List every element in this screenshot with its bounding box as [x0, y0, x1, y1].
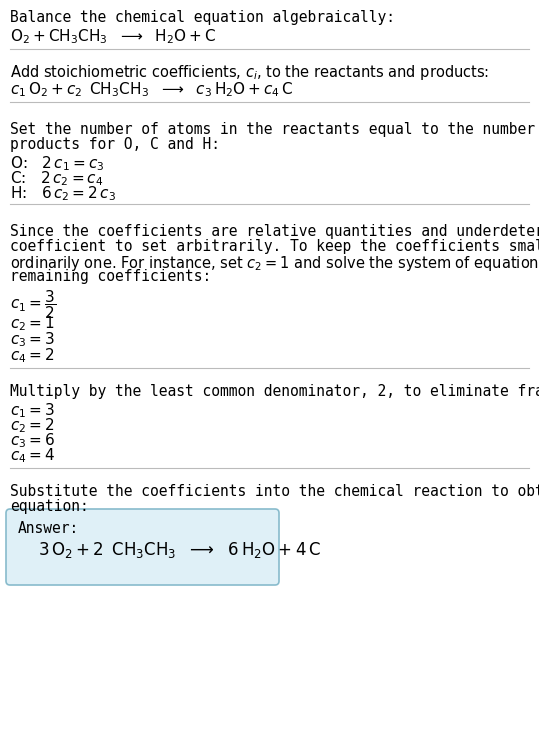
Text: $c_2 = 1$: $c_2 = 1$	[10, 314, 54, 332]
Text: Answer:: Answer:	[18, 521, 79, 536]
Text: $c_4 = 2$: $c_4 = 2$	[10, 346, 54, 365]
Text: $c_1\,\mathrm{O_2} + c_2\,\mathrm{\ CH_3CH_3} \ \ \longrightarrow \ \ c_3\,\math: $c_1\,\mathrm{O_2} + c_2\,\mathrm{\ CH_3…	[10, 80, 294, 99]
Text: $c_1 = 3$: $c_1 = 3$	[10, 401, 55, 420]
Text: Add stoichiometric coefficients, $c_i$, to the reactants and products:: Add stoichiometric coefficients, $c_i$, …	[10, 63, 489, 82]
Text: $c_4 = 4$: $c_4 = 4$	[10, 446, 55, 465]
Text: Balance the chemical equation algebraically:: Balance the chemical equation algebraica…	[10, 10, 395, 25]
Text: $\mathrm{O_2 + CH_3CH_3 \ \ \longrightarrow \ \ H_2O + C}$: $\mathrm{O_2 + CH_3CH_3 \ \ \longrightar…	[10, 27, 216, 46]
Text: $c_2 = 2$: $c_2 = 2$	[10, 416, 54, 435]
Text: $c_3 = 3$: $c_3 = 3$	[10, 330, 55, 349]
Text: products for O, C and H:: products for O, C and H:	[10, 137, 220, 152]
Text: Substitute the coefficients into the chemical reaction to obtain the balanced: Substitute the coefficients into the che…	[10, 484, 539, 499]
Text: $3\,\mathrm{O_2} + 2\,\mathrm{\ CH_3CH_3} \ \ \longrightarrow \ \ 6\,\mathrm{H_2: $3\,\mathrm{O_2} + 2\,\mathrm{\ CH_3CH_3…	[38, 540, 321, 560]
Text: Multiply by the least common denominator, 2, to eliminate fractional coefficient: Multiply by the least common denominator…	[10, 384, 539, 399]
Text: $c_3 = 6$: $c_3 = 6$	[10, 431, 55, 450]
Text: Set the number of atoms in the reactants equal to the number of atoms in the: Set the number of atoms in the reactants…	[10, 122, 539, 137]
Text: coefficient to set arbitrarily. To keep the coefficients small, the arbitrary va: coefficient to set arbitrarily. To keep …	[10, 239, 539, 254]
Text: remaining coefficients:: remaining coefficients:	[10, 269, 211, 284]
Text: $c_1 = \dfrac{3}{2}$: $c_1 = \dfrac{3}{2}$	[10, 288, 56, 321]
Text: C:   $2\,c_2 = c_4$: C: $2\,c_2 = c_4$	[10, 169, 103, 188]
Text: O:   $2\,c_1 = c_3$: O: $2\,c_1 = c_3$	[10, 154, 105, 173]
Text: ordinarily one. For instance, set $c_2 = 1$ and solve the system of equations fo: ordinarily one. For instance, set $c_2 =…	[10, 254, 539, 273]
Text: H:   $6\,c_2 = 2\,c_3$: H: $6\,c_2 = 2\,c_3$	[10, 184, 116, 203]
FancyBboxPatch shape	[6, 509, 279, 585]
Text: equation:: equation:	[10, 499, 89, 514]
Text: Since the coefficients are relative quantities and underdetermined, choose a: Since the coefficients are relative quan…	[10, 224, 539, 239]
